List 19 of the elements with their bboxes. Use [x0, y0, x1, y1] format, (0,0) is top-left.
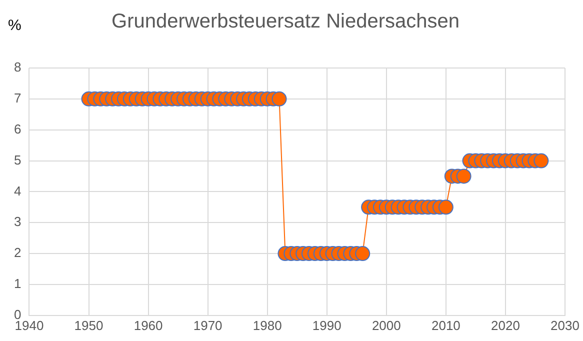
y-tick-label: 1	[14, 276, 22, 292]
x-tick-label: 1970	[193, 318, 222, 333]
y-tick-label: 8	[14, 60, 22, 75]
y-tick-label: 3	[14, 214, 22, 230]
y-tick-label: 7	[14, 90, 22, 106]
x-tick-label: 1980	[252, 318, 282, 333]
y-axis-title: %	[8, 17, 22, 34]
y-tick-label: 6	[14, 121, 22, 136]
chart-title: Grunderwerbsteuersatz Niedersachsen	[112, 10, 460, 33]
x-tick-label: 2010	[431, 318, 460, 333]
x-tick-label: 2020	[491, 318, 520, 333]
x-tick-label: 1950	[74, 318, 104, 333]
y-tick-label: 4	[14, 183, 22, 198]
x-tick-label: 1990	[312, 318, 342, 333]
x-tick-label: 2000	[372, 318, 401, 333]
x-tick-label: 1960	[134, 318, 163, 333]
x-tick-label: 2030	[550, 318, 580, 333]
y-tick-label: 5	[14, 152, 22, 168]
y-tick-label: 2	[14, 245, 22, 260]
